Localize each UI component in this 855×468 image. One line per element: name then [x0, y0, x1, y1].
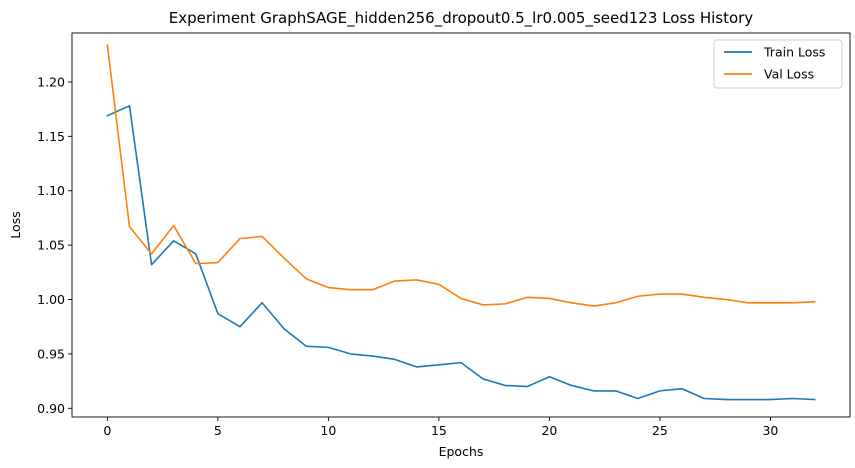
x-tick-label: 10 [320, 423, 336, 438]
y-axis-ticks: 0.90 0.95 1.00 1.05 1.10 1.15 1.20 [37, 74, 72, 416]
y-tick-label: 1.05 [37, 238, 65, 253]
y-tick-label: 1.10 [37, 183, 65, 198]
series-line-train-loss [106, 105, 816, 401]
legend-label-val-loss: Val Loss [764, 67, 814, 82]
x-tick-label: 0 [103, 423, 111, 438]
plot-frame [71, 32, 851, 418]
y-tick-label: 1.00 [37, 292, 65, 307]
x-tick-label: 20 [541, 423, 557, 438]
x-axis-ticks: 0 5 10 15 20 25 30 [103, 417, 778, 438]
legend-label-train-loss: Train Loss [763, 45, 825, 60]
x-tick-label: 15 [431, 423, 447, 438]
legend: Train Loss Val Loss [713, 39, 843, 89]
chart-title: Experiment GraphSAGE_hidden256_dropout0.… [169, 9, 754, 28]
x-axis-label: Epochs [439, 444, 484, 459]
x-tick-label: 25 [652, 423, 668, 438]
x-tick-label: 30 [762, 423, 778, 438]
y-tick-label: 0.95 [37, 346, 65, 361]
y-tick-label: 1.20 [37, 74, 65, 89]
series-line-val-loss [106, 44, 816, 307]
y-axis-label: Loss [8, 211, 23, 238]
plot-lines [106, 44, 816, 401]
y-tick-label: 1.15 [37, 129, 65, 144]
x-tick-label: 5 [214, 423, 222, 438]
y-tick-label: 0.90 [37, 401, 65, 416]
